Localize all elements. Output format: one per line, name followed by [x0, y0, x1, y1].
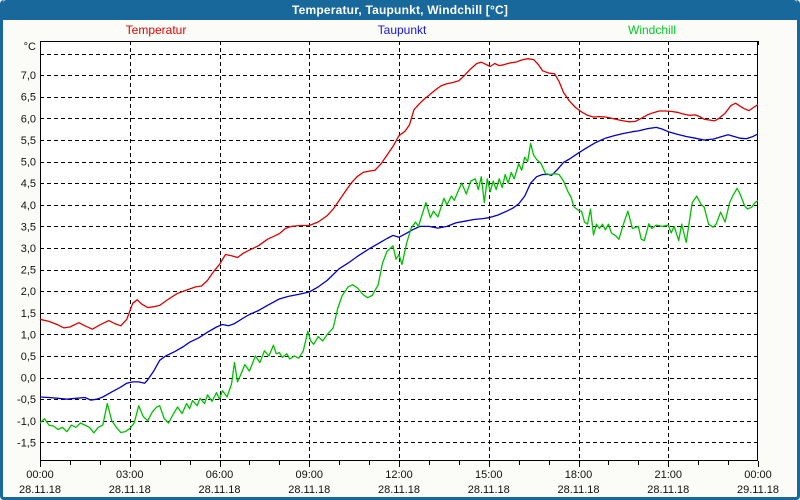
- svg-text:4,0: 4,0: [21, 200, 36, 212]
- svg-text:7,0: 7,0: [21, 70, 36, 82]
- legend-temperatur: Temperatur: [125, 23, 187, 37]
- svg-text:1,0: 1,0: [21, 329, 36, 341]
- svg-text:28.11.18: 28.11.18: [19, 484, 61, 496]
- chart-content: Temperatur Taupunkt Windchill -1,5 -1,0 -0…: [3, 20, 797, 497]
- svg-text:15:00: 15:00: [475, 469, 503, 481]
- svg-text:00:00: 00:00: [26, 469, 54, 481]
- svg-text:06:00: 06:00: [206, 469, 234, 481]
- svg-text:0,0: 0,0: [21, 373, 36, 385]
- svg-text:28.11.18: 28.11.18: [288, 484, 330, 496]
- svg-text:09:00: 09:00: [295, 469, 323, 481]
- svg-text:28.11.18: 28.11.18: [378, 484, 420, 496]
- svg-text:03:00: 03:00: [116, 469, 144, 481]
- legend-taupunkt: Taupunkt: [377, 23, 427, 37]
- svg-text:1,5: 1,5: [21, 308, 36, 320]
- series-windchill: [40, 142, 758, 434]
- line-chart-canvas: -1,5 -1,0 -0,5 0,0 0,5 1,0 1,5 2,0 2,5 3,0 3,5 4,0 4…: [17, 41, 779, 496]
- series-taupunkt: [40, 126, 758, 401]
- svg-text:-0,5: -0,5: [17, 394, 36, 406]
- svg-text:28.11.18: 28.11.18: [109, 484, 151, 496]
- svg-text:0,5: 0,5: [21, 351, 36, 363]
- svg-text:6,0: 6,0: [21, 113, 36, 125]
- svg-text:-1,5: -1,5: [17, 437, 36, 449]
- svg-text:3,0: 3,0: [21, 243, 36, 255]
- svg-text:°C: °C: [24, 41, 36, 53]
- svg-text:5,5: 5,5: [21, 135, 36, 147]
- svg-text:2,0: 2,0: [21, 286, 36, 298]
- svg-text:-1,0: -1,0: [17, 416, 36, 428]
- series-temperatur: [40, 58, 758, 330]
- svg-text:3,5: 3,5: [21, 221, 36, 233]
- svg-text:12:00: 12:00: [385, 469, 413, 481]
- svg-text:00:00: 00:00: [744, 469, 772, 481]
- svg-text:2,5: 2,5: [21, 265, 36, 277]
- window-titlebar: Temperatur, Taupunkt, Windchill [°C]: [3, 0, 797, 20]
- legend-windchill: Windchill: [627, 23, 677, 37]
- svg-text:6,5: 6,5: [21, 92, 36, 104]
- svg-text:4,5: 4,5: [21, 178, 36, 190]
- svg-text:29.11.18: 29.11.18: [737, 484, 779, 496]
- window-title: Temperatur, Taupunkt, Windchill [°C]: [291, 3, 509, 17]
- svg-text:28.11.18: 28.11.18: [557, 484, 599, 496]
- svg-text:28.11.18: 28.11.18: [198, 484, 240, 496]
- svg-text:5,0: 5,0: [21, 157, 36, 169]
- svg-text:21:00: 21:00: [654, 469, 682, 481]
- svg-text:28.11.18: 28.11.18: [647, 484, 689, 496]
- svg-text:18:00: 18:00: [565, 469, 593, 481]
- svg-text:28.11.18: 28.11.18: [468, 484, 510, 496]
